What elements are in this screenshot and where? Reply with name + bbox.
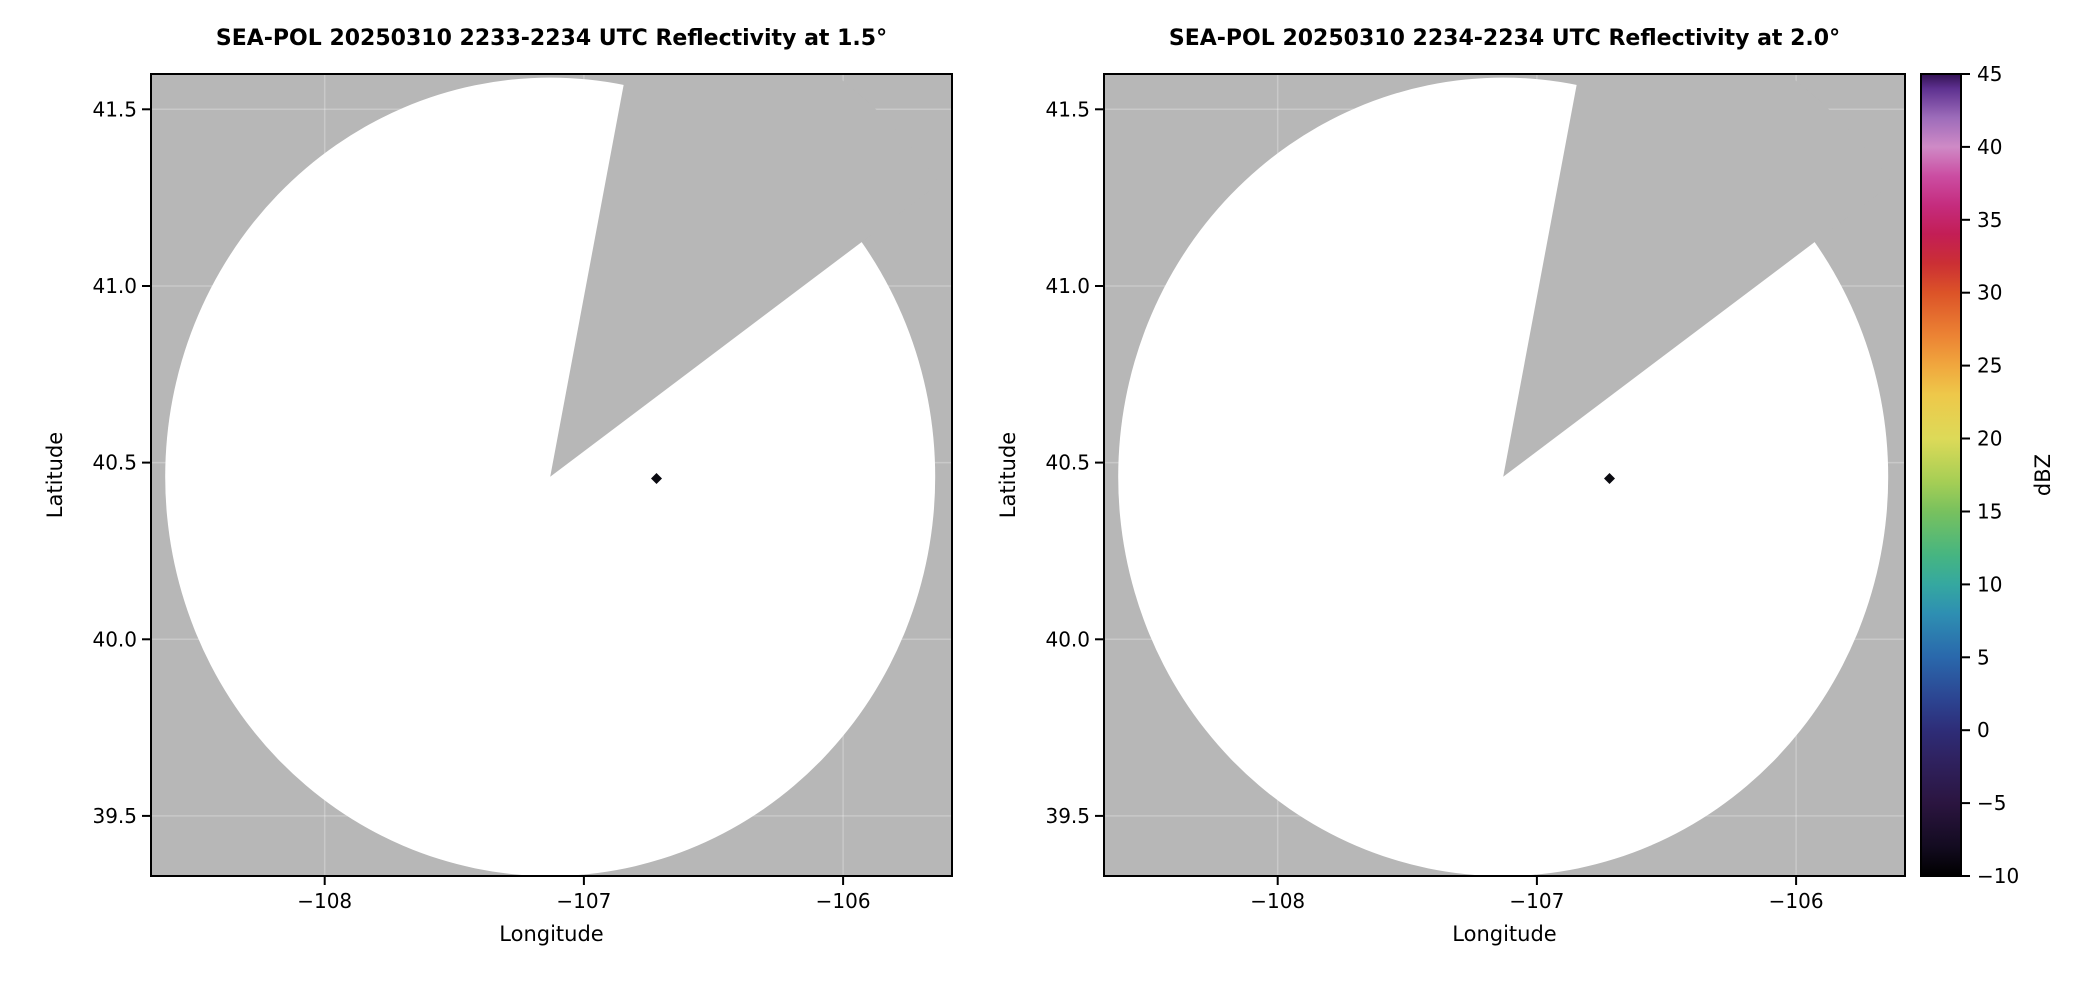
x-axis-label: Longitude — [1452, 922, 1557, 946]
colorbar: 45 40 35 30 25 20 15 10 5 0 −5 −10 dBZ — [1920, 62, 2096, 888]
x-tick-label: −106 — [816, 889, 871, 913]
y-tick-label: 41.5 — [1045, 97, 1090, 121]
y-tick-label: 39.5 — [1045, 804, 1090, 828]
colorbar-tick-label: 0 — [1977, 718, 1990, 742]
colorbar-gradient — [1920, 73, 1962, 877]
blanked-sector — [1503, 74, 1893, 477]
colorbar-tick-label: 25 — [1977, 354, 2002, 378]
colorbar-tick-label: 45 — [1977, 62, 2002, 86]
colorbar-tick-label: 40 — [1977, 135, 2002, 159]
y-tick-label: 39.5 — [92, 804, 137, 828]
echo-point — [1604, 473, 1615, 484]
colorbar-label: dBZ — [2031, 453, 2055, 497]
y-tick-label: 40.0 — [1045, 627, 1090, 651]
colorbar-tick-label: 10 — [1977, 572, 2002, 596]
radar-panel-right: SEA-POL 20250310 2234-2234 UTC Reflectiv… — [996, 26, 1906, 946]
axes-border — [1103, 73, 1906, 877]
echo-point — [651, 473, 662, 484]
x-tick-label: −107 — [556, 889, 611, 913]
x-tick-label: −108 — [1250, 889, 1305, 913]
y-tick-label: 40.5 — [92, 451, 137, 475]
y-axis-label: Latitude — [43, 431, 67, 519]
y-axis-label: Latitude — [996, 431, 1020, 519]
panel-title: SEA-POL 20250310 2234-2234 UTC Reflectiv… — [1168, 26, 1841, 51]
radar-ppi-plot: −108 −107 −106 39.5 40.0 40.5 41.0 41.5 — [1045, 73, 1906, 913]
y-tick-label: 41.0 — [1045, 274, 1090, 298]
blanked-sector — [550, 74, 940, 477]
colorbar-tick-label: 15 — [1977, 500, 2002, 524]
y-tick-label: 41.0 — [92, 274, 137, 298]
colorbar-tick-label: 20 — [1977, 427, 2002, 451]
colorbar-tick-label: −5 — [1977, 791, 2006, 815]
colorbar-tick-label: 35 — [1977, 208, 2002, 232]
x-tick-label: −106 — [1769, 889, 1824, 913]
x-axis-label: Longitude — [499, 922, 604, 946]
colorbar-tick-label: 30 — [1977, 281, 2002, 305]
radar-ppi-plot: −108 −107 −106 39.5 40.0 40.5 41.0 41.5 — [92, 73, 953, 913]
radar-panel-left: SEA-POL 20250310 2233-2234 UTC Reflectiv… — [43, 26, 953, 946]
y-tick-label: 40.0 — [92, 627, 137, 651]
colorbar-scale: 45 40 35 30 25 20 15 10 5 0 −5 −10 — [1920, 62, 2019, 888]
axes-border — [150, 73, 953, 877]
colorbar-tick-label: −10 — [1977, 864, 2019, 888]
colorbar-tick-label: 5 — [1977, 645, 1990, 669]
x-tick-label: −108 — [297, 889, 352, 913]
y-tick-label: 40.5 — [1045, 451, 1090, 475]
x-tick-label: −107 — [1509, 889, 1564, 913]
y-tick-label: 41.5 — [92, 97, 137, 121]
panel-title: SEA-POL 20250310 2233-2234 UTC Reflectiv… — [215, 26, 888, 51]
